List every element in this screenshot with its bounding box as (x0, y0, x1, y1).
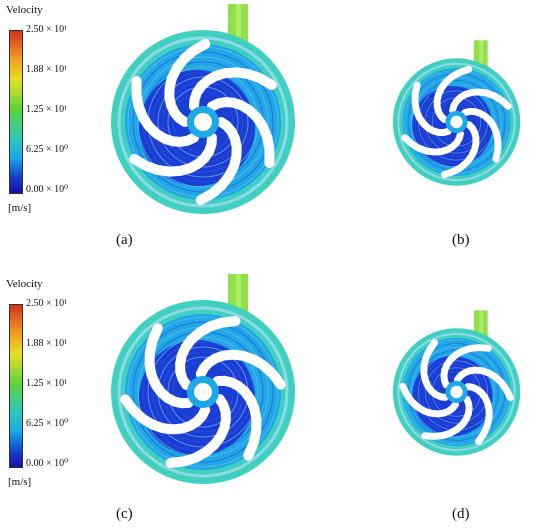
impeller-eye (450, 115, 463, 129)
legend-tick-min: 0.00 × 10⁰ (26, 458, 69, 469)
velocity-legend-top: Velocity 2.50 × 10¹ 1.88 × 10¹ 1.25 × 10… (4, 4, 124, 226)
panel-label-b: (b) (452, 232, 470, 248)
impeller-blade (411, 81, 452, 136)
impeller-blade (440, 344, 492, 389)
streamline (132, 51, 274, 193)
streamline (127, 316, 279, 468)
impeller-blade (212, 375, 262, 461)
impeller-eye (194, 383, 212, 401)
impeller-blade (399, 382, 460, 418)
volute-streamline (397, 62, 516, 182)
legend-tick-2: 1.88 × 10¹ (26, 338, 68, 349)
panel-b (370, 2, 550, 242)
impeller-blade (207, 97, 275, 168)
legend-tick-max: 2.50 × 10¹ (26, 298, 68, 309)
legend-unit: [m/s] (8, 476, 32, 488)
panel-c (78, 272, 338, 512)
streamline (157, 76, 249, 168)
impeller-blade (164, 39, 211, 127)
volute-streamline (117, 36, 289, 208)
panel-a (78, 2, 338, 242)
streamline (414, 80, 499, 164)
panel-label-a: (a) (116, 232, 133, 248)
legend-tick-3: 1.25 × 10¹ (26, 378, 68, 389)
velocity-legend-bottom: Velocity 2.50 × 10¹ 1.88 × 10¹ 1.25 × 10… (4, 278, 124, 500)
impeller-blade (433, 65, 473, 123)
streamline (411, 346, 502, 438)
impeller-blade (461, 108, 502, 163)
legend-tick-4: 6.25 × 10⁰ (26, 418, 69, 429)
volute-streamline (117, 306, 289, 478)
impeller-blade (165, 394, 231, 468)
impeller-blade (449, 88, 512, 114)
streamline (152, 341, 254, 443)
streamline (132, 321, 274, 463)
impeller-eye (450, 385, 463, 399)
pump-velocity-streamline-a (111, 4, 295, 214)
impeller-blade (144, 323, 194, 409)
legend-unit: [m/s] (8, 202, 32, 214)
impeller-blade (175, 316, 241, 390)
panel-label-d: (d) (452, 506, 470, 522)
impeller-blade (440, 121, 480, 179)
pump-velocity-streamline-d (392, 310, 521, 456)
impeller-blade (195, 349, 286, 390)
impeller-blade (401, 130, 464, 156)
impeller-eye (194, 113, 212, 131)
streamline (137, 56, 269, 188)
impeller-blade (420, 339, 449, 401)
volute-streamline (397, 332, 516, 452)
legend-tick-4: 6.25 × 10⁰ (26, 144, 69, 155)
legend-title: Velocity (6, 4, 43, 16)
legend-title: Velocity (6, 278, 43, 290)
legend-colorbar (9, 30, 23, 194)
impeller-blade (189, 67, 277, 112)
streamline (147, 336, 259, 448)
panel-d (370, 272, 550, 512)
pump-velocity-streamline-c (111, 274, 295, 484)
pump-velocity-streamline-b (392, 40, 521, 186)
impeller-blade (129, 132, 217, 177)
legend-tick-max: 2.50 × 10¹ (26, 24, 68, 35)
impeller-blade (131, 76, 199, 147)
impeller-blade (195, 117, 242, 205)
legend-colorbar (9, 304, 23, 468)
streamline (428, 93, 485, 151)
impeller-blade (464, 383, 493, 445)
streamline (425, 360, 489, 424)
impeller-blade (454, 366, 514, 402)
streamline (404, 69, 509, 175)
impeller-blade (120, 394, 211, 435)
impeller-blade (421, 395, 473, 440)
legend-tick-2: 1.88 × 10¹ (26, 64, 68, 75)
legend-tick-3: 1.25 × 10¹ (26, 104, 68, 115)
panel-label-c: (c) (116, 506, 133, 522)
legend-tick-min: 0.00 × 10⁰ (26, 184, 69, 195)
streamline (152, 71, 254, 173)
